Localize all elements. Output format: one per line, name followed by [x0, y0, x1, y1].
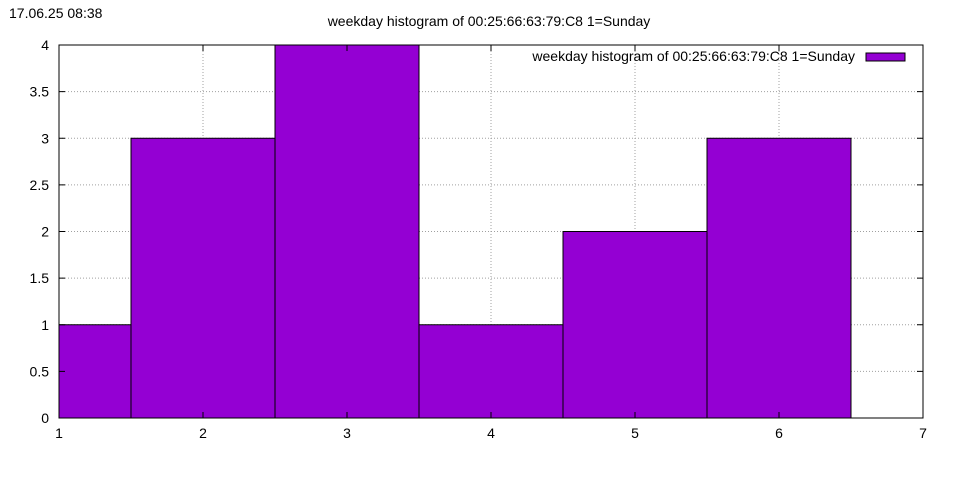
bar — [274, 44, 420, 419]
bar — [706, 137, 852, 419]
x-tick-label: 7 — [919, 425, 927, 441]
y-tick-label: 1 — [41, 317, 49, 333]
y-axis-tick-labels: 0 0.5 1 1.5 2 2.5 3 3.5 4 — [30, 37, 50, 426]
legend-swatch — [865, 52, 906, 62]
y-tick-label: 2 — [41, 224, 49, 240]
bars — [58, 44, 852, 419]
x-tick-label: 5 — [631, 425, 639, 441]
x-tick-label: 4 — [487, 425, 495, 441]
x-tick-label: 6 — [775, 425, 783, 441]
chart-title: weekday histogram of 00:25:66:63:79:C8 1… — [327, 13, 651, 29]
bar — [130, 137, 276, 419]
x-tick-label: 1 — [55, 425, 63, 441]
legend: weekday histogram of 00:25:66:63:79:C8 1… — [531, 48, 906, 64]
y-tick-label: 1.5 — [30, 270, 50, 286]
x-tick-label: 3 — [343, 425, 351, 441]
timestamp: 17.06.25 08:38 — [9, 5, 103, 21]
bar — [418, 324, 564, 419]
y-tick-label: 0.5 — [30, 363, 50, 379]
y-tick-label: 0 — [41, 410, 49, 426]
y-tick-label: 4 — [41, 37, 49, 53]
legend-label: weekday histogram of 00:25:66:63:79:C8 1… — [531, 48, 855, 64]
x-axis-tick-labels: 1 2 3 4 5 6 7 — [55, 425, 927, 441]
y-tick-label: 3 — [41, 130, 49, 146]
bar — [58, 324, 132, 419]
x-tick-label: 2 — [199, 425, 207, 441]
bar — [562, 231, 708, 419]
ticks — [58, 44, 924, 419]
y-tick-label: 2.5 — [30, 177, 50, 193]
y-tick-label: 3.5 — [30, 84, 50, 100]
